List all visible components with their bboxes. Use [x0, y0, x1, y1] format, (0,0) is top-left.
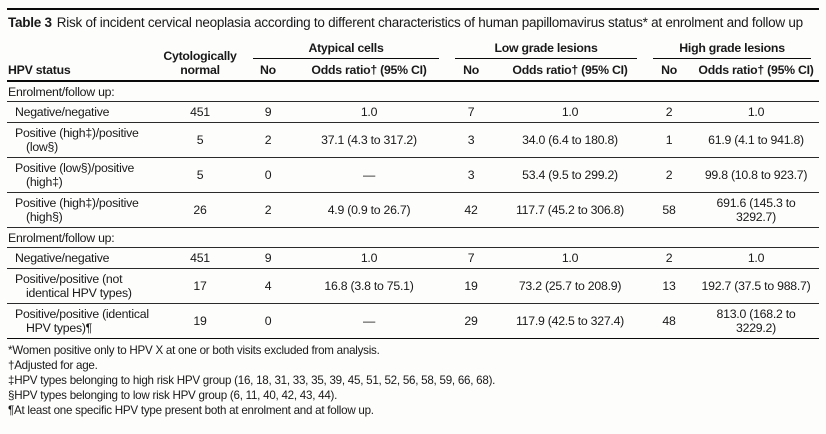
cell-or-highgrade: 1.0	[747, 250, 765, 265]
table-caption-text: Risk of incident cervical neoplasia acco…	[56, 15, 803, 30]
cell-or-lowgrade: 1.0	[561, 104, 579, 119]
cell-cyto-normal: 5	[196, 167, 204, 182]
cell-or-highgrade: 813.0 (168.2 to 3229.2)	[716, 306, 796, 335]
row-label: Negative/negative	[15, 250, 110, 265]
cell-no-lowgrade: 19	[464, 278, 478, 293]
paper-table-figure: Table 3 Risk of incident cervical neoplas…	[7, 8, 820, 419]
cell-cyto-normal: 451	[190, 250, 210, 265]
column-header-or-highgrade: Odds ratio† (95% CI)	[698, 62, 814, 77]
cell-no-atypical: 0	[264, 313, 272, 328]
cell-or-highgrade: 61.9 (4.1 to 941.8)	[708, 132, 804, 147]
cell-or-lowgrade: 117.9 (42.5 to 327.4)	[516, 313, 625, 328]
cell-or-lowgrade: 73.2 (25.7 to 208.9)	[518, 278, 622, 293]
footnote-adjusted-age: †Adjusted for age.	[8, 358, 98, 372]
cell-no-lowgrade: 3	[467, 167, 475, 182]
footnote-high-risk-types: ‡HPV types belonging to high risk HPV gr…	[8, 373, 496, 387]
cell-no-atypical: 2	[264, 132, 272, 147]
cell-no-lowgrade: 7	[467, 104, 475, 119]
cell-no-lowgrade: 3	[467, 132, 475, 147]
table-row: Positive/positive (not identical HPV typ…	[7, 268, 820, 303]
section-header-row: Enrolment/follow up:	[7, 227, 820, 247]
cell-no-highgrade: 2	[665, 167, 673, 182]
table-row: Positive (low§)/positive (high‡) 5 0 — 3…	[7, 157, 820, 192]
cell-no-highgrade: 1	[665, 132, 673, 147]
section-header-label: Enrolment/follow up:	[8, 84, 115, 99]
cell-no-highgrade: 2	[665, 104, 673, 119]
cell-or-highgrade: 1.0	[747, 104, 765, 119]
cell-or-atypical: 1.0	[360, 104, 378, 119]
footnote-identical-type: ¶At least one specific HPV type present …	[8, 404, 374, 418]
cell-or-lowgrade: 117.7 (45.2 to 306.8)	[516, 202, 625, 217]
table-number: Table 3	[8, 15, 52, 30]
cell-or-atypical: —	[362, 167, 376, 182]
table-body: Enrolment/follow up: Negative/negative 4…	[7, 81, 820, 338]
cell-or-lowgrade: 53.4 (9.5 to 299.2)	[522, 167, 618, 182]
cell-cyto-normal: 5	[196, 132, 204, 147]
cell-cyto-normal: 26	[193, 202, 207, 217]
cell-or-highgrade: 99.8 (10.8 to 923.7)	[704, 167, 808, 182]
cell-cyto-normal: 19	[193, 313, 207, 328]
cell-or-lowgrade: 34.0 (6.4 to 180.8)	[522, 132, 618, 147]
row-label: Positive (low§)/positive (high‡)	[15, 160, 135, 189]
table-header: HPV status Cytologically normal Atypical…	[7, 41, 820, 81]
top-rule-divider	[7, 8, 819, 10]
row-label: Positive (high‡)/positive (high§)	[15, 195, 139, 224]
table-row: Positive (high‡)/positive (low§) 5 2 37.…	[7, 122, 820, 157]
row-label: Positive/positive (not identical HPV typ…	[15, 271, 132, 300]
table-caption: Table 3 Risk of incident cervical neoplas…	[8, 15, 808, 32]
group-header-low-grade-lesions: Low grade lesions	[447, 41, 645, 59]
cell-no-lowgrade: 42	[464, 202, 478, 217]
cell-or-lowgrade: 1.0	[561, 250, 579, 265]
cell-no-atypical: 9	[264, 250, 272, 265]
cell-or-highgrade: 691.6 (145.3 to 3292.7)	[716, 195, 796, 224]
group-header-atypical-cells: Atypical cells	[245, 41, 447, 59]
cell-or-atypical: 37.1 (4.3 to 317.2)	[321, 132, 417, 147]
footnote-excluded: *Women positive only to HPV X at one or …	[8, 343, 380, 357]
results-table: HPV status Cytologically normal Atypical…	[7, 41, 820, 339]
cell-no-atypical: 0	[264, 167, 272, 182]
cell-cyto-normal: 17	[193, 278, 207, 293]
cell-or-atypical: 16.8 (3.8 to 75.1)	[324, 278, 414, 293]
footnotes: *Women positive only to HPV X at one or …	[8, 343, 819, 419]
section-header-row: Enrolment/follow up:	[7, 81, 820, 101]
row-label: Positive (high‡)/positive (low§)	[15, 125, 139, 154]
row-label: Negative/negative	[15, 104, 110, 119]
cell-no-highgrade: 13	[662, 278, 676, 293]
cell-no-highgrade: 2	[665, 250, 673, 265]
column-header-or-lowgrade: Odds ratio† (95% CI)	[512, 62, 628, 77]
column-header-no-atypical: No	[260, 62, 276, 77]
cell-cyto-normal: 451	[190, 104, 210, 119]
cell-no-atypical: 4	[264, 278, 272, 293]
footnote-low-risk-types: §HPV types belonging to low risk HPV gro…	[8, 389, 338, 403]
column-header-hpv-status: HPV status	[8, 62, 71, 77]
column-header-no-highgrade: No	[661, 62, 677, 77]
cell-no-highgrade: 48	[662, 313, 676, 328]
cell-or-atypical: —	[362, 313, 376, 328]
column-header-or-atypical: Odds ratio† (95% CI)	[311, 62, 427, 77]
group-header-high-grade-lesions: High grade lesions	[645, 41, 819, 59]
cell-or-atypical: 4.9 (0.9 to 26.7)	[327, 202, 411, 217]
column-header-cytologically-normal: Cytologically normal	[163, 48, 237, 77]
cell-no-atypical: 9	[264, 104, 272, 119]
cell-no-atypical: 2	[264, 202, 272, 217]
table-row: Positive/positive (identical HPV types)¶…	[7, 303, 820, 338]
table-row: Positive (high‡)/positive (high§) 26 2 4…	[7, 192, 820, 227]
table-row: Negative/negative 451 9 1.0 7 1.0 2 1.0	[7, 101, 820, 122]
section-header-label: Enrolment/follow up:	[8, 230, 115, 245]
cell-no-lowgrade: 29	[464, 313, 478, 328]
cell-no-highgrade: 58	[662, 202, 676, 217]
sub-header-row: No Odds ratio† (95% CI) No Odds ratio† (…	[7, 59, 819, 81]
group-header-row: HPV status Cytologically normal Atypical…	[7, 41, 819, 77]
cell-or-highgrade: 192.7 (37.5 to 988.7)	[701, 278, 811, 293]
column-header-no-lowgrade: No	[463, 62, 479, 77]
cell-no-lowgrade: 7	[467, 250, 475, 265]
table-row: Negative/negative 451 9 1.0 7 1.0 2 1.0	[7, 247, 820, 268]
cell-or-atypical: 1.0	[360, 250, 378, 265]
row-label: Positive/positive (identical HPV types)¶	[15, 306, 149, 335]
